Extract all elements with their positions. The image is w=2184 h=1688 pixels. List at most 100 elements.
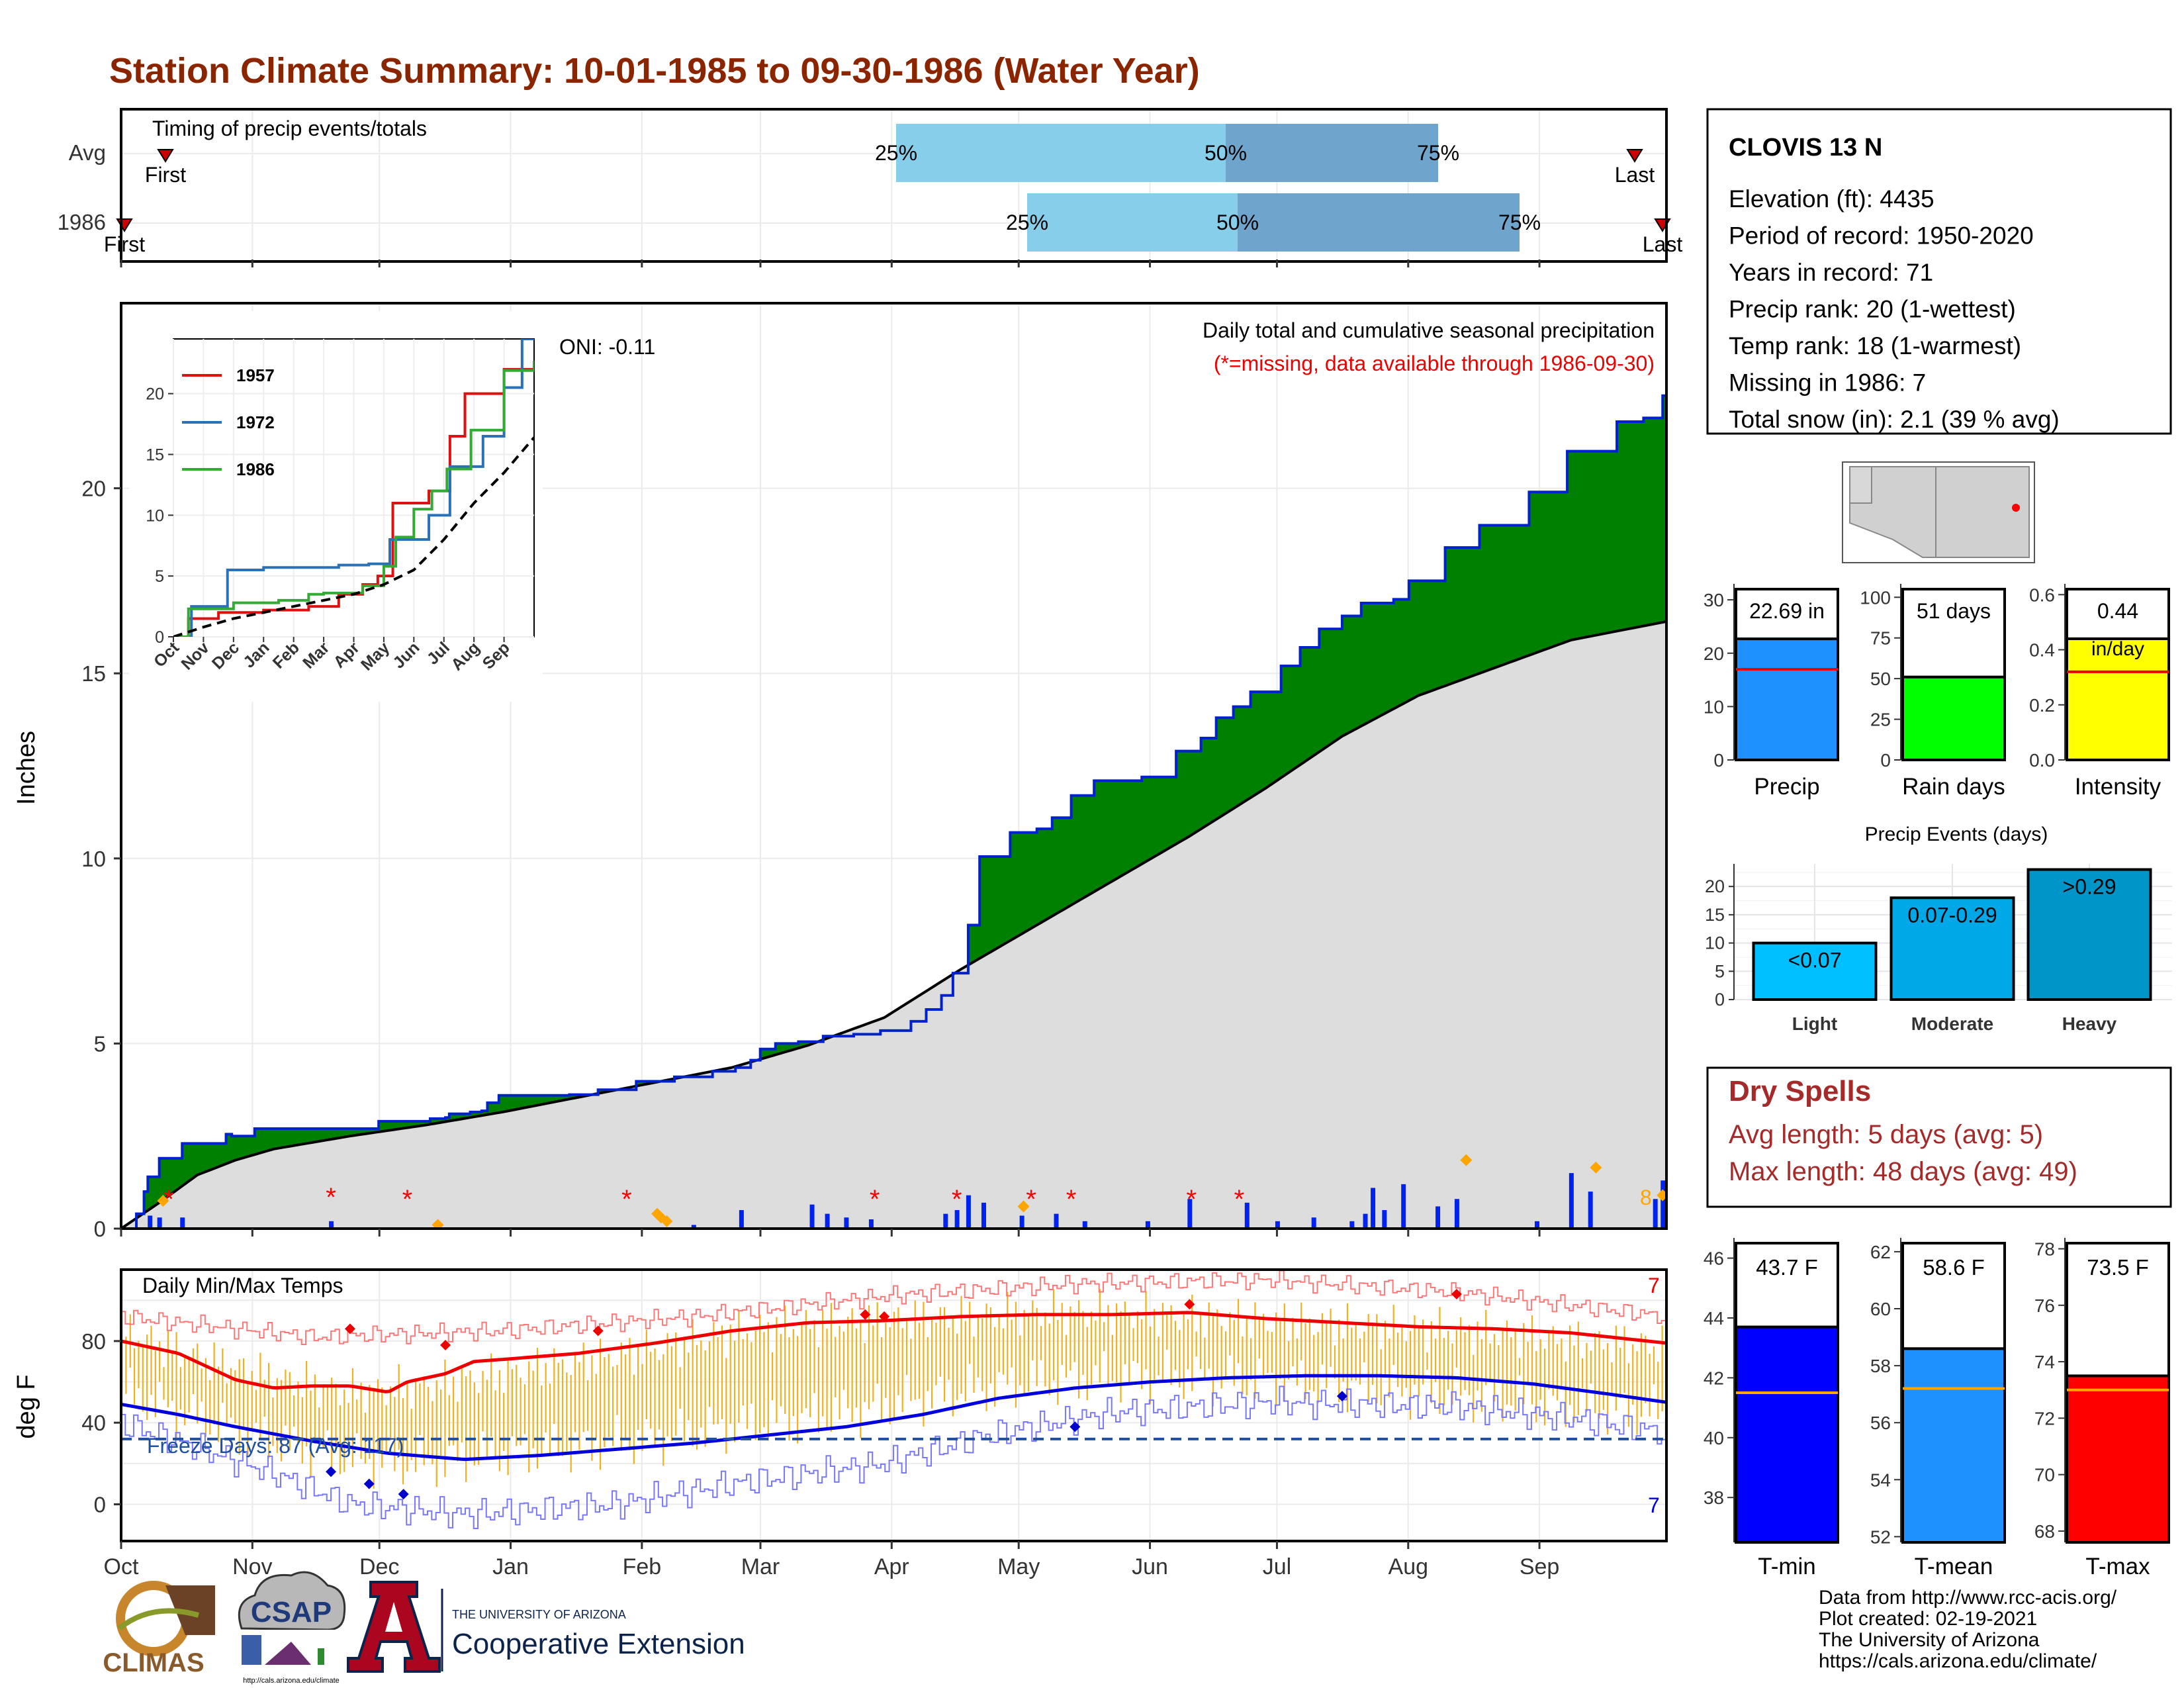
station-info-line: Elevation (ft): 4435 (1729, 185, 1934, 212)
missing-marker: * (1026, 1185, 1036, 1214)
temp-max-count: 7 (1648, 1274, 1660, 1297)
summary-y-tick-label: 100 (1860, 587, 1891, 608)
precip-daily-bar (1569, 1173, 1574, 1229)
station-info-box: CLOVIS 13 N Elevation (ft): 4435 Period o… (1706, 108, 2172, 435)
summary-y-tick-label: 25 (1870, 710, 1891, 730)
precip-daily-bar (1435, 1206, 1441, 1229)
temp-y-axis-label: deg F (13, 1374, 40, 1438)
timing-p25-label: 25% (1006, 211, 1048, 234)
temp-bar-y-tick-label: 40 (1704, 1428, 1724, 1448)
events-y-tick-label: 20 (1705, 876, 1725, 896)
dry-spells-title: Dry Spells (1729, 1075, 1871, 1107)
timing-p50-label: 50% (1216, 211, 1259, 234)
timing-p75-label: 75% (1417, 141, 1459, 165)
precip-daily-bar (739, 1210, 744, 1229)
temp-y-tick-label: 80 (81, 1329, 106, 1354)
timing-last-label: Last (1615, 163, 1655, 187)
missing-marker: * (163, 1185, 174, 1214)
precip-daily-bar (966, 1195, 971, 1229)
precip-daily-bar (1054, 1213, 1059, 1229)
timing-row-avg-label: Avg (69, 140, 106, 165)
precip-daily-bar (1588, 1192, 1593, 1229)
summary-category-label: Precip (1754, 774, 1819, 800)
summary-y-tick-label: 75 (1870, 628, 1891, 649)
temp-y-tick-label: 0 (94, 1493, 106, 1517)
precip-daily-bar (1145, 1221, 1150, 1229)
summary-y-tick-label: 0 (1713, 750, 1724, 771)
missing-marker: * (1186, 1185, 1197, 1214)
summary-value-label: 51 days (1917, 599, 1991, 623)
ua-big-text: Cooperative Extension (452, 1628, 745, 1660)
month-tick-label: Nov (232, 1554, 272, 1579)
dry-spells-avg: Avg length: 5 days (avg: 5) (1729, 1120, 2043, 1149)
precip-daily-bar (825, 1213, 830, 1229)
record-low-marker (398, 1489, 409, 1500)
station-info-line: Missing in 1986: 7 (1729, 369, 1926, 397)
temp-bar-value-label: 73.5 F (2087, 1255, 2149, 1280)
precip-daily-bar (1454, 1199, 1459, 1229)
snow-marker (1590, 1161, 1602, 1174)
temp-bar-value-label: 58.6 F (1923, 1255, 1985, 1280)
precip-daily-bar (1534, 1221, 1539, 1229)
precip-daily-bar (868, 1219, 874, 1229)
temp-bar-y-tick-label: 78 (2034, 1239, 2055, 1260)
precip-daily-bar (329, 1221, 334, 1229)
month-tick-label: Jan (492, 1554, 529, 1579)
csap-url: http://cals.arizona.edu/climate (243, 1677, 340, 1685)
station-info-line: Period of record: 1950-2020 (1729, 222, 2034, 250)
summary-bars: 0 10 20 30 22.69 in Precip 0 25 50 75 100 51 days Ra… (1704, 584, 2170, 800)
missing-count: 8 (1640, 1186, 1652, 1209)
station-info-line: Temp rank: 18 (1-warmest) (1729, 332, 2021, 359)
record-high-marker (440, 1340, 451, 1351)
timing-first-label: First (104, 232, 145, 256)
temp-bar-value-box (1735, 1242, 1839, 1329)
precip-daily-bar (809, 1204, 815, 1229)
events-bar-Moderate (1889, 896, 2015, 1001)
inset-y-tick-label: 20 (146, 385, 164, 404)
missing-marker: * (621, 1185, 632, 1214)
month-tick-label: Oct (104, 1554, 139, 1579)
precip-daily-bar (1401, 1184, 1406, 1229)
record-low-marker (1336, 1391, 1347, 1402)
precip-daily-bar (691, 1225, 696, 1229)
summary-bar-Intensity (2066, 637, 2170, 761)
temp-bar-y-tick-label: 76 (2034, 1295, 2055, 1316)
university-logo: THE UNIVERSITY OF ARIZONA Cooperative Ex… (347, 1581, 745, 1673)
events-bar-Heavy (2026, 868, 2152, 1001)
precip-daily-bar (844, 1217, 849, 1229)
record-min-line (121, 1385, 1666, 1529)
events-category-label: Heavy (2062, 1013, 2117, 1034)
summary-bar-Rain days (1901, 675, 2006, 762)
events-range-label: >0.29 (2063, 875, 2116, 899)
summary-y-tick-label: 0 (1880, 750, 1891, 771)
summary-y-tick-label: 0.2 (2029, 695, 2055, 716)
freeze-days-label: Freeze Days: 87 (Avg: 117) (147, 1434, 404, 1458)
missing-marker: * (870, 1185, 880, 1214)
timing-p25-label: 25% (875, 141, 917, 165)
temp-min-count: 7 (1648, 1493, 1660, 1517)
record-low-marker (1069, 1421, 1081, 1432)
temp-bar-T-min (1735, 1325, 1839, 1544)
precip-daily-bar (1311, 1217, 1316, 1229)
events-y-tick-label: 5 (1715, 961, 1725, 981)
precip-daily-bar (1019, 1215, 1024, 1229)
precip-y-tick-label: 10 (81, 847, 106, 871)
summary-value-box (1735, 588, 1839, 641)
ua-small-text: THE UNIVERSITY OF ARIZONA (452, 1608, 626, 1621)
events-category-label: Light (1792, 1013, 1837, 1034)
precip-daily-bar (943, 1213, 948, 1229)
precip-daily-bar (180, 1217, 185, 1229)
precip-y-tick-label: 5 (94, 1031, 106, 1056)
missing-marker: * (402, 1185, 413, 1214)
avg-min-line (121, 1374, 1666, 1462)
footer-credits: Data from http://www.rcc-acis.org/ Plot … (1819, 1587, 2117, 1672)
timing-bar-50-75 (1238, 193, 1520, 252)
precip-normal-line (121, 620, 1666, 1229)
summary-y-tick-label: 30 (1704, 590, 1724, 610)
temp-bar-y-tick-label: 42 (1704, 1368, 1724, 1388)
timing-bar-25-50 (1027, 193, 1238, 252)
precip-y-tick-label: 0 (94, 1217, 106, 1241)
temp-bar-y-tick-label: 52 (1870, 1526, 1891, 1547)
precip-daily-bar (1275, 1221, 1280, 1229)
